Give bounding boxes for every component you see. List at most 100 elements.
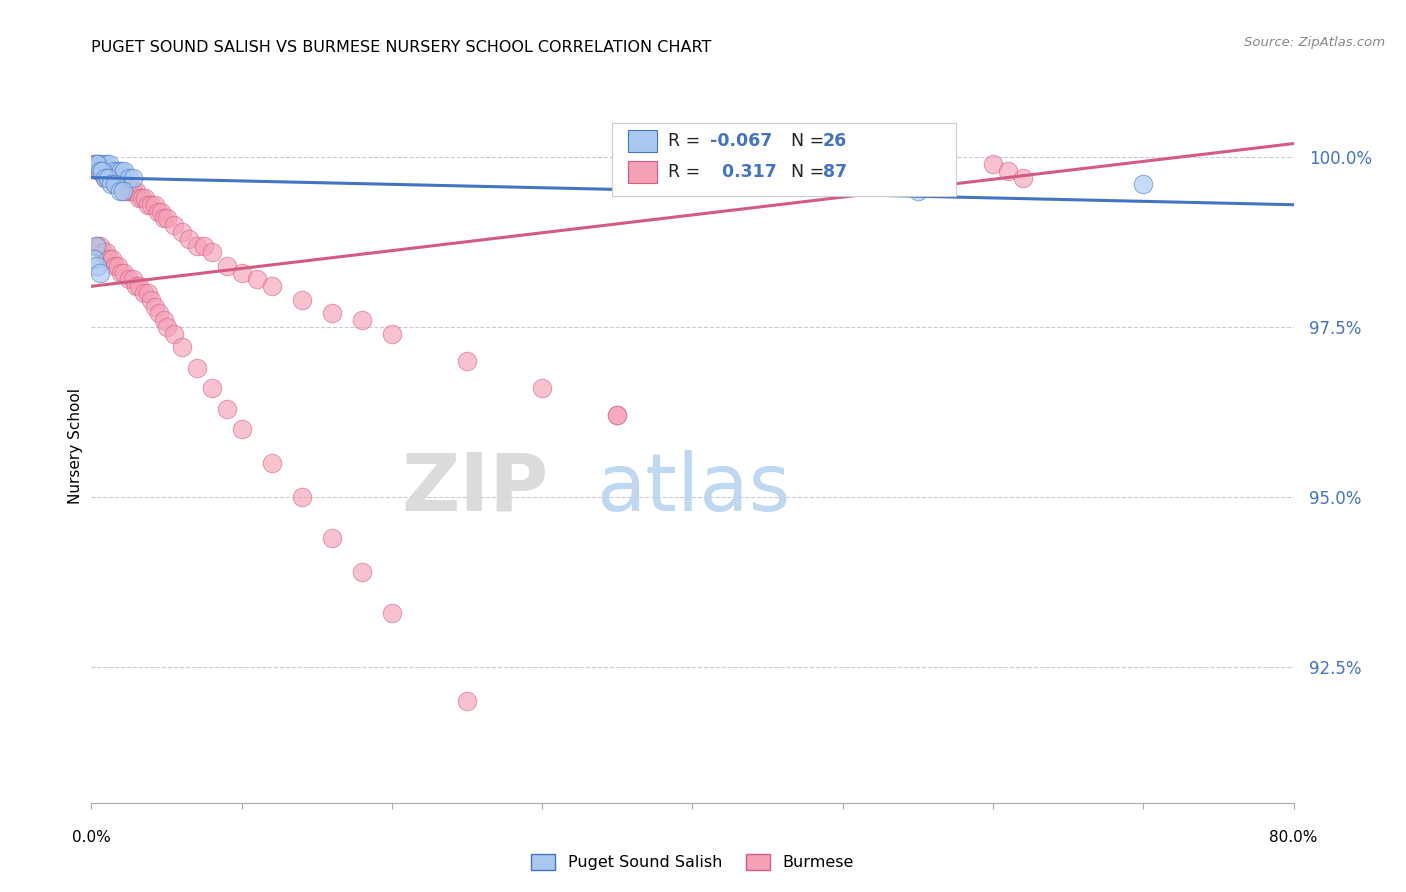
- Text: 26: 26: [823, 132, 846, 150]
- Point: [231, 266, 253, 280]
- Point: [114, 266, 136, 280]
- Point: [606, 409, 628, 423]
- Point: [114, 163, 136, 178]
- Point: [152, 313, 174, 327]
- Point: [100, 178, 122, 192]
- Text: 0.0%: 0.0%: [72, 830, 111, 845]
- Point: [118, 170, 141, 185]
- Point: [86, 259, 108, 273]
- Point: [97, 170, 120, 185]
- Point: [149, 204, 172, 219]
- Point: [215, 401, 238, 416]
- Point: [606, 409, 628, 423]
- Point: [291, 293, 314, 307]
- Point: [350, 565, 373, 579]
- Point: [456, 354, 478, 368]
- Point: [115, 184, 138, 198]
- Point: [104, 178, 127, 192]
- Point: [152, 211, 174, 226]
- Point: [143, 300, 166, 314]
- Point: [96, 170, 118, 185]
- Point: [108, 178, 131, 192]
- Point: [90, 163, 112, 178]
- Point: [155, 320, 177, 334]
- Point: [128, 191, 150, 205]
- Point: [201, 245, 224, 260]
- Point: [381, 606, 404, 620]
- Text: atlas: atlas: [596, 450, 790, 528]
- Point: [163, 326, 186, 341]
- Point: [125, 184, 148, 198]
- Point: [215, 259, 238, 273]
- Point: [122, 272, 145, 286]
- Point: [84, 238, 107, 252]
- Point: [104, 178, 127, 192]
- Point: [97, 170, 120, 185]
- Point: [186, 360, 208, 375]
- Point: [108, 184, 131, 198]
- Point: [246, 272, 269, 286]
- Point: [83, 252, 105, 266]
- Point: [101, 170, 124, 185]
- Point: [110, 163, 132, 178]
- Point: [231, 422, 253, 436]
- Point: [87, 163, 110, 178]
- Point: [997, 163, 1019, 178]
- Point: [201, 381, 224, 395]
- Point: [118, 184, 141, 198]
- Point: [134, 191, 156, 205]
- Point: [260, 456, 283, 470]
- Text: N =: N =: [780, 163, 830, 181]
- Point: [93, 245, 115, 260]
- Point: [155, 211, 177, 226]
- Point: [131, 191, 153, 205]
- Point: [907, 184, 929, 198]
- Point: [170, 341, 193, 355]
- Point: [1012, 170, 1035, 185]
- Text: -0.067: -0.067: [710, 132, 772, 150]
- Text: R =: R =: [668, 132, 706, 150]
- Point: [104, 259, 127, 273]
- Point: [83, 157, 105, 171]
- Point: [89, 163, 111, 178]
- Text: 0.317: 0.317: [710, 163, 776, 181]
- Point: [107, 163, 129, 178]
- Point: [114, 178, 136, 192]
- Point: [89, 238, 111, 252]
- Point: [148, 306, 170, 320]
- Point: [132, 286, 155, 301]
- Text: Source: ZipAtlas.com: Source: ZipAtlas.com: [1244, 36, 1385, 49]
- Point: [118, 272, 141, 286]
- Point: [87, 157, 110, 171]
- Text: ZIP: ZIP: [401, 450, 548, 528]
- Point: [138, 198, 160, 212]
- Point: [86, 157, 108, 171]
- Point: [107, 259, 129, 273]
- Point: [89, 266, 111, 280]
- Point: [98, 170, 121, 185]
- Point: [456, 694, 478, 708]
- Point: [94, 170, 117, 185]
- Point: [260, 279, 283, 293]
- Point: [96, 157, 118, 171]
- Point: [321, 306, 343, 320]
- Point: [193, 238, 215, 252]
- Point: [531, 381, 554, 395]
- Point: [128, 279, 150, 293]
- Point: [98, 252, 121, 266]
- Point: [107, 178, 129, 192]
- Text: 80.0%: 80.0%: [1270, 830, 1317, 845]
- Point: [138, 286, 160, 301]
- Point: [103, 170, 125, 185]
- Point: [1132, 178, 1154, 192]
- Point: [86, 238, 108, 252]
- Point: [146, 204, 169, 219]
- Point: [122, 184, 145, 198]
- Point: [143, 198, 166, 212]
- Point: [350, 313, 373, 327]
- Point: [110, 178, 132, 192]
- Point: [291, 490, 314, 504]
- Point: [110, 266, 132, 280]
- Point: [101, 252, 124, 266]
- Point: [122, 170, 145, 185]
